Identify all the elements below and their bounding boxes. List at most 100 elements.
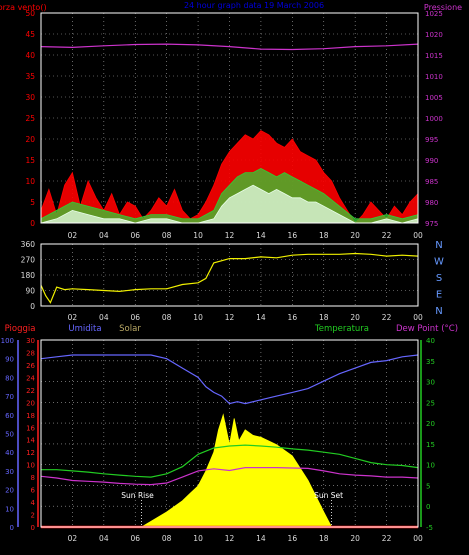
panel2-x-tick-label: 04 [99,313,109,322]
panel2-x-tick-label: 02 [68,313,78,322]
pioggia-tick-label: 8 [31,474,35,482]
sun-rise-label: Sun Rise [121,491,154,500]
pioggia-tick-label: 20 [26,399,35,407]
umidita-line [40,354,419,405]
temp-tick-label: 15 [426,441,435,449]
umidita-tick-label: 10 [5,505,14,513]
pioggia-tick-label: 18 [26,412,35,420]
panel2-x-tick-label: 08 [162,313,172,322]
pioggia-tick-label: 30 [26,337,35,345]
direction-tick-label: 360 [21,240,36,249]
panel3-frame [40,339,419,528]
panel3-x-tick-label: 04 [99,534,109,543]
panel2-x-tick-label: 16 [288,313,298,322]
panel3-x-tick-label: 00 [413,534,423,543]
pressure-tick-label: 975 [425,220,438,228]
pioggia-tick-label: 14 [26,437,35,445]
panel3-x-tick-label: 08 [162,534,172,543]
pressure-tick-label: 1015 [425,52,443,60]
panel1-x-tick-label: 04 [99,231,109,240]
pioggia-tick-label: 10 [26,462,35,470]
panel1-x-tick-label: 08 [162,231,172,240]
panel1-x-tick-label: 12 [225,231,235,240]
direction-tick-label: 270 [21,256,36,265]
dewpoint-line [40,467,419,486]
panel3-x-tick-label: 02 [68,534,78,543]
temp-tick-label: 20 [426,420,435,428]
temp-tick-label: 40 [426,337,435,345]
direction-line [40,252,419,304]
panel3-x-tick-label: 20 [350,534,360,543]
pioggia-tick-label: 6 [31,487,36,495]
temp-tick-label: 30 [426,379,435,387]
pioggia-tick-label: 4 [31,499,36,507]
panel1-x-tick-label: 00 [413,231,423,240]
direction-tick-label: 0 [30,302,35,311]
panel3-x-tick-label: 18 [319,534,329,543]
wind-tick-label: 45 [25,30,35,39]
temp-tick-label: 0 [426,503,430,511]
pioggia-tick-label: 28 [26,349,35,357]
pioggia-tick-label: 26 [26,362,35,370]
panel2-frame [40,243,419,307]
panel1-x-tick-label: 02 [68,231,78,240]
wind-axis-label: Forza vento() [0,3,47,12]
umidita-tick-label: 60 [5,412,14,420]
panel2-x-tick-label: 20 [350,313,360,322]
panel3-x-tick-label: 06 [130,534,140,543]
wind-tick-label: 30 [25,93,35,102]
panel1-x-tick-label: 18 [319,231,329,240]
pioggia-tick-label: 12 [26,449,35,457]
pioggia-label: Pioggia [5,324,36,334]
panel2-x-tick-label: 12 [225,313,235,322]
umidita-tick-label: 30 [5,468,14,476]
panel3-x-tick-label: 12 [225,534,235,543]
wind-tick-label: 40 [25,51,35,60]
wind-tick-label: 50 [25,9,35,18]
temp-tick-label: 35 [426,358,435,366]
temp-tick-label: -5 [426,524,433,532]
umidita-tick-label: 0 [10,524,14,532]
pressure-tick-label: 995 [425,136,438,144]
pressure-line [40,43,419,51]
solar-area [140,413,333,528]
temp-tick-label: 5 [426,482,430,490]
panel3-x-tick-label: 16 [288,534,298,543]
umidita-tick-label: 100 [1,337,14,345]
temperatura-label: Temperatura [314,324,369,334]
temperatura-line [41,444,419,478]
wind-tick-label: 10 [25,177,35,186]
direction-tick-label: 90 [25,287,35,296]
panel1-x-tick-label: 16 [288,231,298,240]
panel2-x-tick-label: 10 [193,313,203,322]
panel1-x-tick-label: 10 [193,231,203,240]
panel1-x-tick-label: 20 [350,231,360,240]
compass-letter: N [435,306,442,317]
sun-set-label: Sun Set [314,491,343,500]
panel3-x-tick-label: 22 [382,534,392,543]
panel1-x-tick-label: 14 [256,231,266,240]
direction-tick-label: 180 [21,271,36,280]
pressure-tick-label: 1025 [425,10,443,18]
panel2-x-tick-label: 14 [256,313,266,322]
umidita-tick-label: 20 [5,487,14,495]
panel2-x-tick-label: 22 [382,313,392,322]
pioggia-tick-label: 16 [26,424,35,432]
pressure-tick-label: 1020 [425,31,443,39]
panel3-x-tick-label: 14 [256,534,266,543]
umidita-tick-label: 50 [5,431,14,439]
temp-tick-label: 25 [426,399,435,407]
umidita-tick-label: 70 [5,393,14,401]
pressure-tick-label: 1005 [425,94,443,102]
panel3-x-tick-label: 10 [193,534,203,543]
panel2-x-tick-label: 18 [319,313,329,322]
wind-tick-label: 20 [25,135,35,144]
wind-tick-label: 35 [25,72,35,81]
umidita-tick-label: 90 [5,356,14,364]
panel1-x-tick-label: 22 [382,231,392,240]
panel2-x-tick-label: 00 [413,313,423,322]
chart-title: 24 hour graph data 19 March 2006 [184,1,324,10]
panel1-x-tick-label: 06 [130,231,140,240]
compass-letter: W [434,257,444,268]
